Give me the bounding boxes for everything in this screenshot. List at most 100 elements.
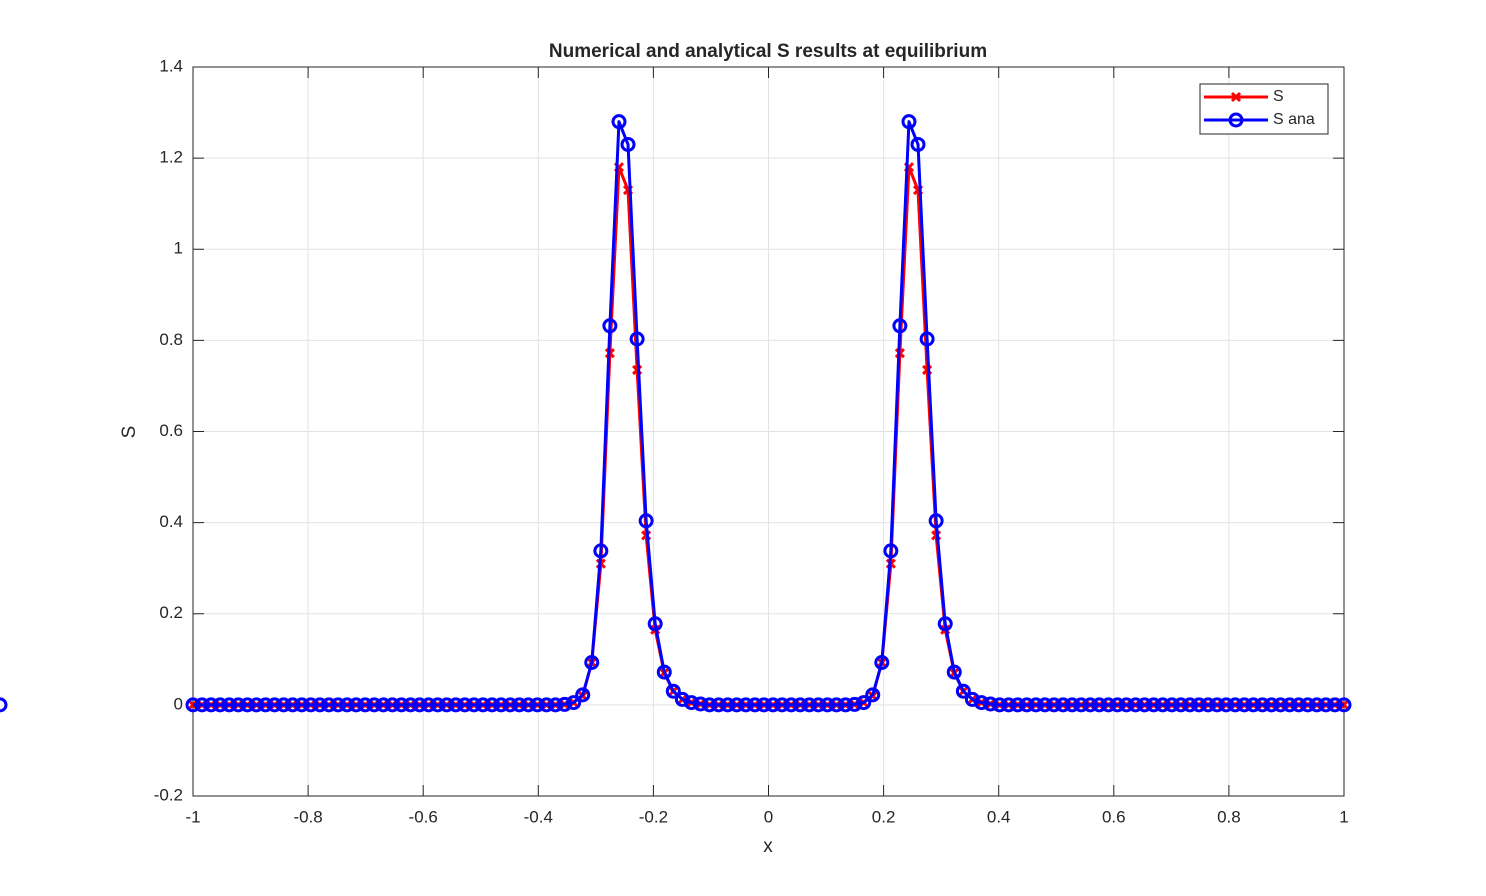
marker bbox=[602, 318, 618, 334]
marker bbox=[285, 697, 301, 713]
marker bbox=[448, 697, 464, 713]
marker bbox=[566, 695, 582, 711]
marker bbox=[466, 697, 482, 713]
marker bbox=[756, 697, 772, 713]
marker bbox=[1173, 697, 1189, 713]
marker bbox=[847, 696, 863, 712]
marker bbox=[693, 696, 709, 712]
marker bbox=[538, 697, 554, 713]
marker bbox=[393, 697, 409, 713]
marker bbox=[403, 697, 419, 713]
plot-frame bbox=[192, 66, 1345, 797]
marker bbox=[1218, 697, 1234, 713]
marker bbox=[557, 696, 573, 712]
marker bbox=[1327, 697, 1343, 713]
x-tick-label: -0.4 bbox=[524, 807, 553, 826]
marker bbox=[357, 697, 373, 713]
marker bbox=[1200, 697, 1216, 713]
marker bbox=[439, 697, 455, 713]
marker bbox=[765, 697, 781, 713]
legend: S S ana bbox=[1199, 83, 1329, 135]
marker bbox=[330, 697, 346, 713]
marker bbox=[874, 655, 890, 671]
marker bbox=[375, 697, 391, 713]
marker bbox=[1182, 697, 1198, 713]
marker bbox=[475, 697, 491, 713]
marker bbox=[230, 697, 246, 713]
marker bbox=[1037, 697, 1053, 713]
marker bbox=[384, 697, 400, 713]
marker bbox=[248, 697, 264, 713]
marker bbox=[0, 697, 8, 713]
marker bbox=[638, 513, 654, 529]
marker bbox=[702, 697, 718, 713]
marker bbox=[1300, 697, 1316, 713]
marker bbox=[964, 691, 980, 707]
marker bbox=[430, 697, 446, 713]
x-tick-label: 0.6 bbox=[1102, 807, 1126, 826]
marker bbox=[1055, 697, 1071, 713]
marker bbox=[1336, 697, 1352, 713]
x-tick-label: 0.4 bbox=[987, 807, 1011, 826]
y-tick-label: 0.4 bbox=[159, 512, 183, 531]
marker bbox=[801, 697, 817, 713]
marker bbox=[647, 616, 663, 632]
marker bbox=[620, 136, 636, 152]
marker bbox=[919, 331, 935, 347]
marker bbox=[729, 697, 745, 713]
marker bbox=[584, 655, 600, 671]
marker bbox=[1230, 91, 1242, 103]
marker bbox=[511, 697, 527, 713]
marker bbox=[892, 318, 908, 334]
x-tick-label: 1 bbox=[1339, 807, 1348, 826]
y-tick-label: 0.2 bbox=[159, 603, 183, 622]
marker bbox=[747, 697, 763, 713]
marker bbox=[1019, 697, 1035, 713]
y-axis-label: S bbox=[119, 426, 140, 439]
marker bbox=[901, 114, 917, 130]
marker bbox=[774, 697, 790, 713]
marker bbox=[1318, 697, 1334, 713]
marker bbox=[910, 136, 926, 152]
marker bbox=[738, 697, 754, 713]
y-tick-label: 1.2 bbox=[159, 148, 183, 167]
x-tick-label: 0.2 bbox=[872, 807, 896, 826]
marker bbox=[674, 691, 690, 707]
x-axis-label: x bbox=[763, 836, 773, 857]
marker bbox=[1146, 697, 1162, 713]
marker bbox=[656, 664, 672, 680]
marker bbox=[1254, 697, 1270, 713]
marker bbox=[212, 697, 228, 713]
legend-label: S bbox=[1273, 88, 1284, 105]
marker bbox=[865, 687, 881, 703]
marker bbox=[321, 697, 337, 713]
marker bbox=[1118, 697, 1134, 713]
marker bbox=[992, 697, 1008, 713]
marker bbox=[348, 697, 364, 713]
marker bbox=[366, 697, 382, 713]
marker bbox=[937, 616, 953, 632]
marker bbox=[838, 697, 854, 713]
marker bbox=[493, 697, 509, 713]
marker bbox=[203, 697, 219, 713]
marker bbox=[1137, 697, 1153, 713]
marker bbox=[1064, 697, 1080, 713]
marker bbox=[683, 695, 699, 711]
x-tick-label: -0.8 bbox=[293, 807, 322, 826]
marker bbox=[194, 697, 210, 713]
marker bbox=[1082, 697, 1098, 713]
marker bbox=[548, 697, 564, 713]
y-tick-label: 1.4 bbox=[159, 56, 183, 75]
marker bbox=[502, 697, 518, 713]
marker bbox=[185, 697, 201, 713]
marker bbox=[828, 697, 844, 713]
marker bbox=[983, 696, 999, 712]
y-tick-label: -0.2 bbox=[154, 785, 183, 804]
marker bbox=[484, 697, 500, 713]
marker bbox=[946, 664, 962, 680]
x-tick-label: -0.2 bbox=[639, 807, 668, 826]
marker bbox=[312, 697, 328, 713]
marker bbox=[1155, 697, 1171, 713]
